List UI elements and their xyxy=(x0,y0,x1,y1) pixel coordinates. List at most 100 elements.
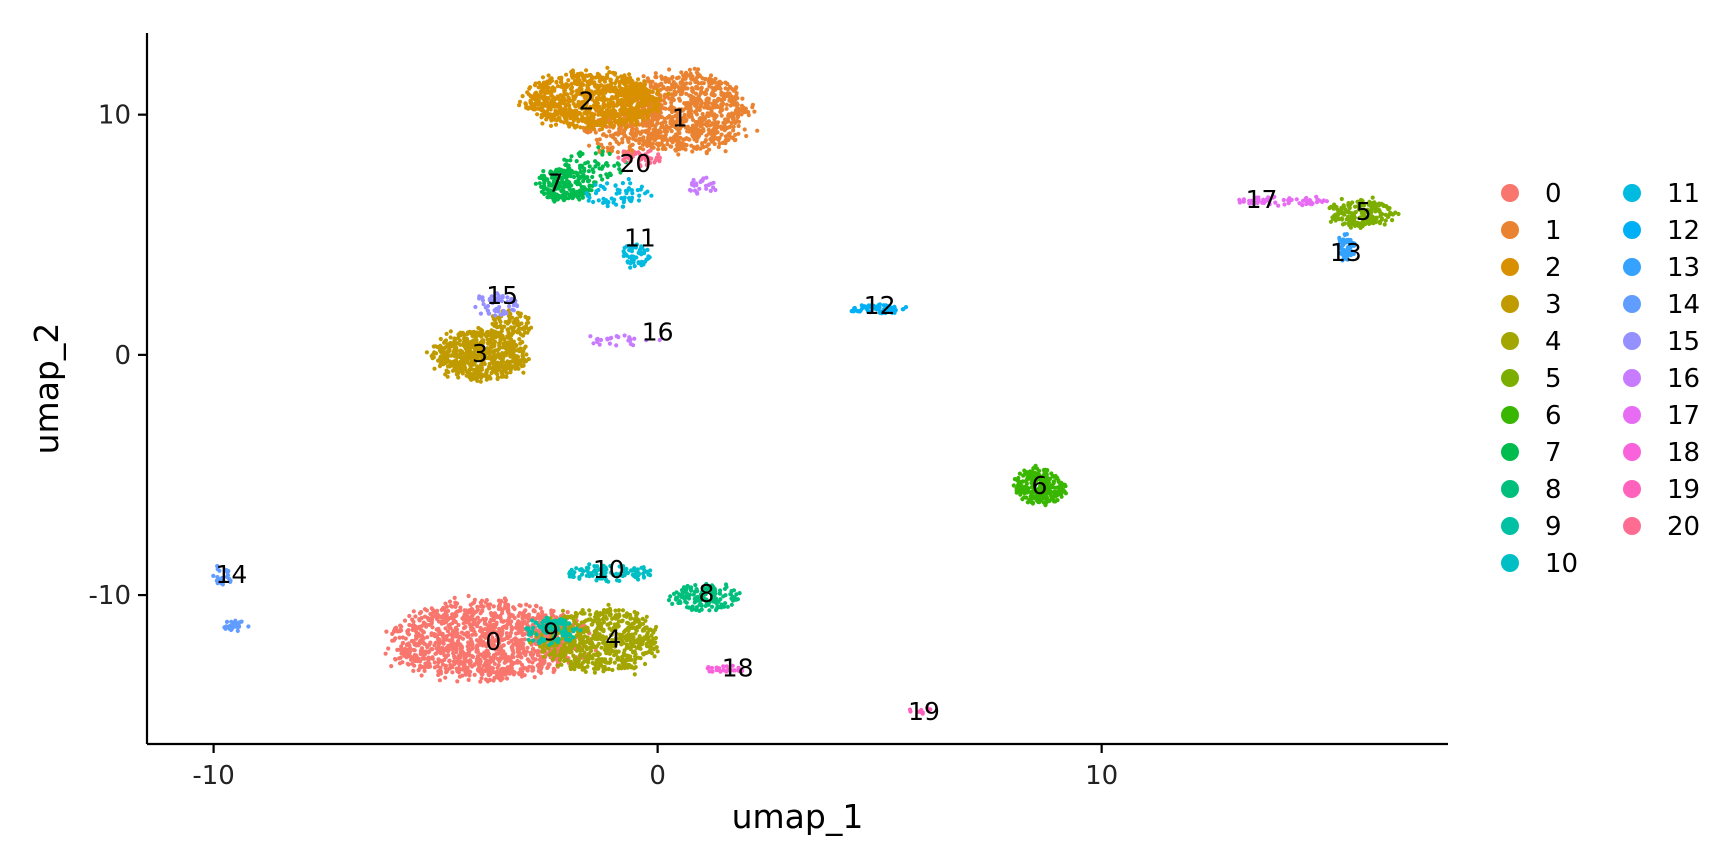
point xyxy=(500,667,505,672)
point xyxy=(477,661,483,667)
point xyxy=(609,81,614,86)
point xyxy=(605,65,610,70)
point xyxy=(613,109,618,114)
point xyxy=(441,362,446,367)
point xyxy=(397,656,402,661)
point xyxy=(535,101,540,106)
point xyxy=(569,121,574,126)
cluster-2-points xyxy=(517,65,671,132)
point xyxy=(626,628,631,633)
point xyxy=(546,85,551,90)
point xyxy=(578,648,583,653)
point xyxy=(395,647,400,653)
point xyxy=(493,364,498,369)
point xyxy=(1012,477,1018,482)
point xyxy=(704,123,710,128)
point xyxy=(726,118,731,124)
point xyxy=(706,79,711,84)
point xyxy=(646,132,651,137)
point xyxy=(641,147,646,152)
point xyxy=(443,345,448,350)
point xyxy=(613,88,618,93)
point xyxy=(587,608,592,613)
point xyxy=(691,77,697,82)
point xyxy=(616,663,622,668)
point xyxy=(656,147,661,152)
point xyxy=(598,83,603,88)
point xyxy=(497,317,502,322)
point xyxy=(384,629,389,634)
point xyxy=(698,97,703,102)
point xyxy=(681,73,686,78)
point xyxy=(500,360,505,365)
point xyxy=(719,113,724,118)
point xyxy=(443,601,448,606)
point xyxy=(634,645,640,650)
point xyxy=(538,606,543,611)
point xyxy=(594,105,599,110)
point xyxy=(562,90,567,95)
point xyxy=(629,98,634,103)
point xyxy=(629,132,635,137)
point xyxy=(458,330,463,335)
point xyxy=(477,618,482,623)
point xyxy=(1051,474,1056,479)
point xyxy=(519,358,524,363)
point xyxy=(414,654,419,659)
point xyxy=(411,640,416,645)
point xyxy=(620,655,625,660)
point xyxy=(527,604,532,609)
point xyxy=(604,616,609,621)
point xyxy=(608,146,613,151)
point xyxy=(491,618,496,623)
point xyxy=(490,666,496,671)
point xyxy=(649,123,654,128)
point xyxy=(514,320,519,325)
point xyxy=(1396,211,1401,217)
point xyxy=(661,143,666,148)
point xyxy=(566,78,571,83)
point xyxy=(451,659,456,664)
point xyxy=(722,124,728,130)
point xyxy=(712,98,717,103)
point xyxy=(554,79,559,84)
point xyxy=(1350,221,1355,226)
point xyxy=(613,81,618,86)
point xyxy=(450,670,455,675)
point xyxy=(511,325,517,330)
point xyxy=(649,651,655,656)
point xyxy=(469,616,474,622)
point xyxy=(662,116,667,121)
point xyxy=(463,624,468,630)
point xyxy=(689,114,694,120)
point xyxy=(1342,212,1347,217)
point xyxy=(470,333,475,339)
point xyxy=(433,632,438,637)
point xyxy=(677,98,683,103)
point xyxy=(706,106,711,111)
point xyxy=(472,597,477,603)
point xyxy=(474,649,479,654)
point xyxy=(570,641,576,646)
point xyxy=(454,630,459,636)
point xyxy=(670,75,675,80)
point xyxy=(541,654,546,659)
point xyxy=(618,131,623,136)
point xyxy=(583,73,588,78)
point xyxy=(665,138,670,143)
point xyxy=(653,71,658,76)
point xyxy=(461,343,466,348)
point xyxy=(711,102,717,108)
point xyxy=(445,617,450,622)
point xyxy=(619,619,624,624)
point xyxy=(694,108,699,113)
point xyxy=(386,646,391,651)
point xyxy=(637,634,642,639)
point xyxy=(528,652,534,657)
point xyxy=(461,667,466,672)
point xyxy=(457,674,462,679)
point xyxy=(499,354,504,359)
point xyxy=(401,640,406,646)
point xyxy=(1023,484,1028,489)
point xyxy=(484,598,489,603)
